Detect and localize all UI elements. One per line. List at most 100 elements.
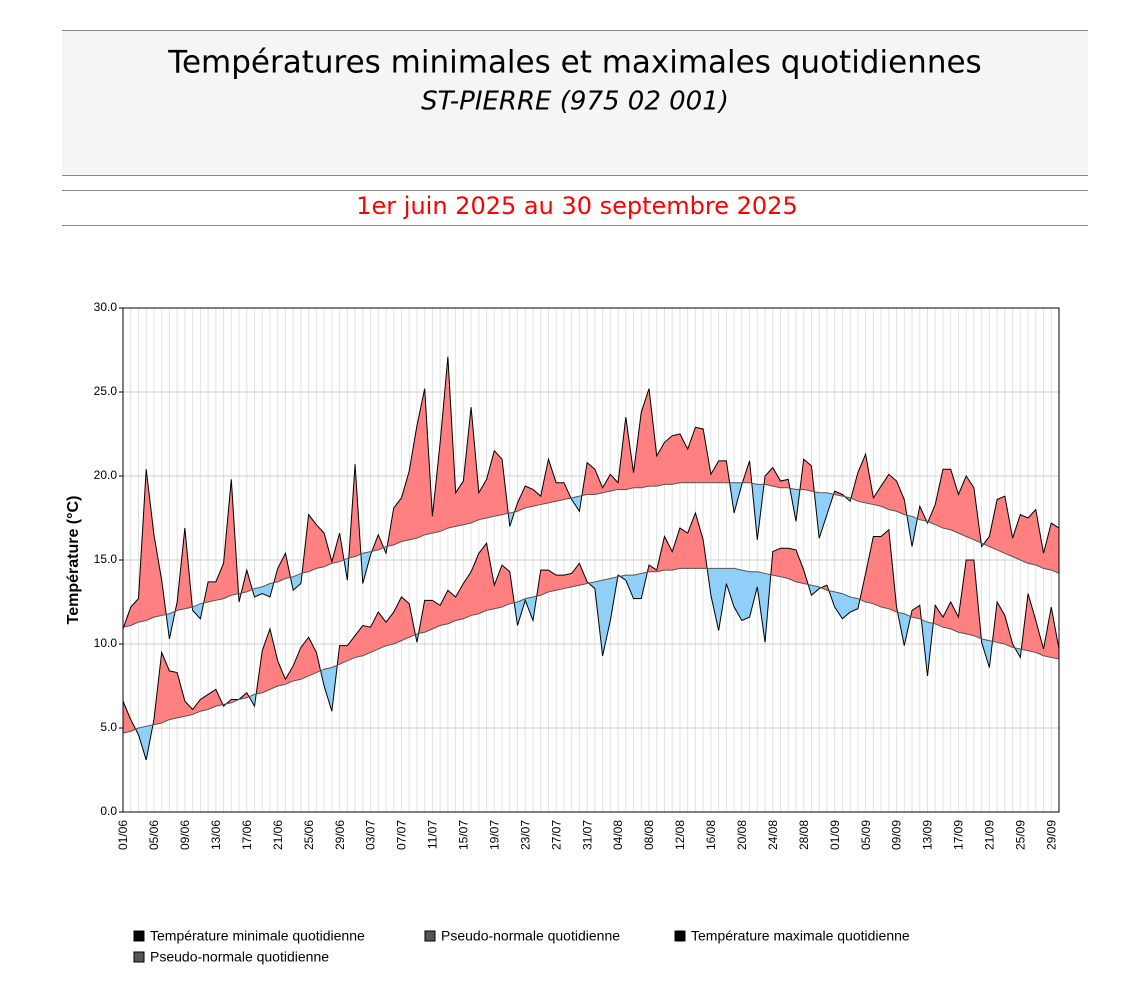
anomaly-fill: [564, 573, 572, 588]
y-tick-label: 20.0: [94, 468, 118, 482]
anomaly-fill: [951, 469, 959, 533]
anomaly-fill: [773, 468, 781, 488]
anomaly-fill: [440, 357, 448, 532]
x-tick-label: 04/08: [611, 820, 625, 850]
anomaly-fill: [417, 389, 425, 539]
anomaly-fill: [664, 536, 672, 570]
x-tick-label: 17/09: [952, 820, 966, 850]
x-tick-label: 05/09: [859, 820, 873, 850]
anomaly-fill: [719, 461, 727, 483]
anomaly-fill: [463, 572, 471, 619]
anomaly-fill: [216, 563, 224, 600]
anomaly-fill: [548, 570, 556, 592]
x-tick-label: 28/08: [797, 820, 811, 850]
anomaly-fill: [371, 612, 379, 652]
anomaly-fill: [270, 629, 278, 689]
x-tick-label: 03/07: [364, 820, 378, 850]
chart-title: Températures minimales et maximales quot…: [167, 45, 981, 81]
anomaly-fill: [494, 451, 502, 517]
anomaly-fill: [162, 652, 170, 723]
anomaly-fill: [518, 486, 526, 511]
x-tick-label: 29/06: [333, 820, 347, 850]
anomaly-fill: [858, 454, 866, 503]
anomaly-fill: [146, 469, 154, 620]
y-tick-label: 15.0: [94, 552, 118, 566]
series-line: [123, 357, 1059, 639]
anomaly-fill: [440, 590, 448, 625]
x-tick-label: 13/06: [209, 820, 223, 850]
legend-label: Température minimale quotidienne: [150, 928, 365, 944]
anomaly-fill: [278, 553, 286, 582]
anomaly-fill: [835, 592, 843, 619]
anomaly-fill: [742, 570, 750, 620]
x-tick-label: 25/06: [302, 820, 316, 850]
anomaly-fill: [456, 584, 464, 621]
x-tick-label: 12/08: [673, 820, 687, 850]
x-tick-label: 27/07: [549, 820, 563, 850]
anomaly-fill: [881, 530, 889, 609]
anomaly-fill: [208, 582, 216, 602]
anomaly-fill: [394, 498, 402, 545]
x-tick-label: 07/07: [395, 820, 409, 850]
anomaly-fill: [610, 474, 618, 491]
anomaly-fill: [819, 493, 827, 538]
legend-swatch: [675, 931, 685, 941]
anomaly-fill: [951, 602, 959, 632]
anomaly-fill: [765, 468, 773, 486]
legend-swatch: [134, 931, 144, 941]
x-tick-label: 11/07: [426, 820, 440, 849]
anomaly-fill: [409, 426, 417, 540]
anomaly-fill: [788, 548, 796, 582]
x-tick-label: 09/09: [890, 820, 904, 850]
x-tick-label: 23/07: [518, 820, 532, 850]
anomaly-fill: [873, 536, 881, 607]
period: 1er juin 2025 au 30 septembre 2025: [356, 192, 797, 220]
x-tick-label: 31/07: [580, 820, 594, 850]
x-tick-label: 24/08: [766, 820, 780, 850]
anomaly-fill: [634, 573, 642, 598]
y-tick-label: 5.0: [100, 720, 117, 734]
anomaly-fill: [943, 469, 951, 529]
anomaly-fill: [456, 481, 464, 526]
anomaly-fill: [688, 427, 696, 482]
anomaly-fill: [401, 597, 409, 641]
anomaly-fill: [363, 626, 371, 656]
anomaly-fill: [1028, 510, 1036, 565]
x-tick-label: 29/09: [1044, 820, 1058, 850]
anomaly-fill: [401, 471, 409, 542]
legend-swatch: [425, 931, 435, 941]
anomaly-fill: [587, 463, 595, 495]
x-tick-label: 01/06: [116, 820, 130, 850]
x-tick-label: 20/08: [735, 820, 749, 850]
anomaly-fill: [548, 459, 556, 503]
anomaly-fill: [781, 548, 789, 578]
anomaly-fill: [533, 489, 541, 506]
x-tick-label: 15/07: [457, 820, 471, 850]
anomaly-fill: [750, 572, 758, 617]
anomaly-fill: [734, 568, 742, 620]
anomaly-fill: [695, 427, 703, 482]
x-tick-label: 17/06: [240, 820, 254, 850]
anomaly-fill: [487, 451, 495, 518]
legend-swatch: [134, 952, 144, 962]
anomaly-fill: [556, 575, 564, 590]
anomaly-fill: [695, 513, 703, 568]
x-tick-label: 01/09: [828, 820, 842, 850]
anomaly-fill: [773, 548, 781, 577]
anomaly-fill: [541, 570, 549, 595]
anomaly-fill: [448, 590, 456, 624]
anomaly-fill: [966, 560, 974, 636]
x-tick-label: 25/09: [1013, 820, 1027, 850]
anomaly-fill: [425, 600, 433, 632]
x-tick-label: 08/08: [642, 820, 656, 850]
y-tick-label: 0.0: [100, 804, 117, 818]
anomaly-fill: [688, 513, 696, 568]
x-tick-label: 16/08: [704, 820, 718, 850]
anomaly-fill: [1044, 523, 1052, 570]
x-tick-label: 19/07: [487, 820, 501, 850]
anomaly-fill: [1020, 515, 1028, 564]
anomaly-fill: [479, 543, 487, 614]
y-tick-label: 10.0: [94, 636, 118, 650]
